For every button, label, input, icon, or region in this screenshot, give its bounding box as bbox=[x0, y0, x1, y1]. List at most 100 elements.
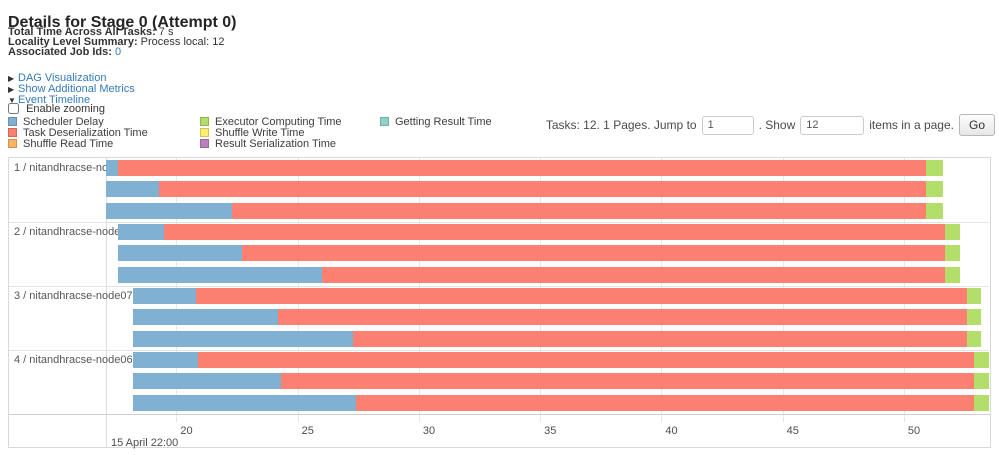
legend-label: Scheduler Delay bbox=[23, 116, 104, 128]
timeline-legend: Scheduler Delay Task Deserialization Time… bbox=[8, 117, 492, 150]
legend-color-swatch bbox=[200, 139, 209, 148]
timeline-task-bar[interactable] bbox=[118, 245, 960, 261]
legend-item-getting-result-time: Getting Result Time bbox=[380, 117, 492, 128]
arrow-right-icon: ▶ bbox=[8, 85, 15, 94]
arrow-right-icon: ▶ bbox=[8, 74, 15, 83]
page-title: Details for Stage 0 (Attempt 0) bbox=[8, 13, 237, 31]
jump-to-page-input[interactable] bbox=[701, 115, 754, 135]
toggle-show-additional-metrics[interactable]: ▶ Show Additional Metrics bbox=[8, 84, 135, 95]
segment-task-deserialization bbox=[321, 267, 946, 283]
legend-color-swatch bbox=[380, 117, 389, 126]
locality-label: Locality Level Summary: bbox=[8, 36, 138, 48]
segment-executor-computing bbox=[966, 288, 982, 304]
dag-visualization-link[interactable]: DAG Visualization bbox=[18, 72, 107, 84]
executor-label: 4 / nitandhracse-node06 bbox=[14, 354, 133, 366]
executor-label: 2 / nitandhracse-node05 bbox=[14, 226, 133, 238]
event-timeline-link[interactable]: Event Timeline bbox=[18, 94, 91, 106]
axis-tick-label: 20 bbox=[180, 425, 193, 437]
legend-item-scheduler-delay: Scheduler Delay bbox=[8, 117, 200, 128]
timeline-task-bar[interactable] bbox=[132, 395, 989, 411]
enable-zooming-label: Enable zooming bbox=[26, 103, 105, 115]
legend-item-task-deserialization-time: Task Deserialization Time bbox=[8, 128, 200, 139]
segment-task-deserialization bbox=[159, 181, 926, 197]
axis-tick-label: 40 bbox=[665, 425, 678, 437]
timeline-task-bar[interactable] bbox=[106, 160, 943, 176]
items-per-page-input[interactable] bbox=[800, 115, 865, 135]
segment-task-deserialization bbox=[195, 288, 967, 304]
segment-scheduler-delay bbox=[118, 267, 322, 283]
timeline-task-bar[interactable] bbox=[132, 373, 989, 389]
pagination-suffix-text: items in a page. bbox=[869, 118, 954, 132]
group-separator bbox=[9, 286, 990, 287]
timeline-task-bar[interactable] bbox=[132, 309, 982, 325]
segment-task-deserialization bbox=[353, 331, 967, 347]
legend-color-swatch bbox=[8, 139, 17, 148]
total-time-label: Total Time Across All Tasks: bbox=[8, 26, 156, 38]
group-separator bbox=[9, 350, 990, 351]
segment-task-deserialization bbox=[241, 245, 946, 261]
toggle-event-timeline[interactable]: ▼ Event Timeline bbox=[8, 95, 135, 106]
timeline-task-bar[interactable] bbox=[132, 352, 989, 368]
legend-label: Executor Computing Time bbox=[215, 116, 342, 128]
axis-major-label: 15 April 22:00 bbox=[111, 437, 179, 449]
segment-task-deserialization bbox=[278, 309, 967, 325]
legend-column-1: Scheduler Delay Task Deserialization Time… bbox=[8, 117, 200, 150]
timeline-task-bar[interactable] bbox=[106, 181, 943, 197]
timeline-task-bar[interactable] bbox=[118, 267, 960, 283]
pagination-mid-text: . Show bbox=[758, 118, 796, 132]
segment-task-deserialization bbox=[280, 373, 975, 389]
legend-item-executor-computing-time: Executor Computing Time bbox=[200, 117, 380, 128]
associated-job-link[interactable]: 0 bbox=[114, 46, 122, 58]
timeline-task-bar[interactable] bbox=[106, 203, 943, 219]
legend-label: Task Deserialization Time bbox=[23, 127, 148, 139]
axis-baseline bbox=[9, 414, 990, 415]
legend-label: Shuffle Write Time bbox=[215, 127, 305, 139]
legend-label: Result Serialization Time bbox=[215, 138, 337, 150]
segment-scheduler-delay bbox=[106, 203, 233, 219]
show-additional-metrics-link[interactable]: Show Additional Metrics bbox=[18, 83, 135, 95]
segment-executor-computing bbox=[925, 160, 943, 176]
executor-label: 3 / nitandhracse-node07 bbox=[14, 290, 133, 302]
legend-label: Shuffle Read Time bbox=[23, 138, 114, 150]
segment-scheduler-delay bbox=[132, 373, 281, 389]
segment-scheduler-delay bbox=[118, 224, 165, 240]
legend-item-result-serialization-time: Result Serialization Time bbox=[200, 139, 380, 150]
segment-task-deserialization bbox=[355, 395, 975, 411]
axis-tick-label: 30 bbox=[422, 425, 436, 437]
segment-scheduler-delay bbox=[132, 331, 354, 347]
label-column-divider bbox=[106, 158, 107, 447]
segment-executor-computing bbox=[925, 181, 943, 197]
segment-executor-computing bbox=[966, 309, 982, 325]
total-time-value: 7 s bbox=[158, 26, 174, 38]
timeline-task-bar[interactable] bbox=[132, 288, 982, 304]
locality-value: Process local: 12 bbox=[140, 36, 225, 48]
timeline-task-bar[interactable] bbox=[132, 331, 982, 347]
go-button[interactable]: Go bbox=[958, 114, 995, 136]
segment-scheduler-delay bbox=[132, 288, 196, 304]
timeline-task-bar[interactable] bbox=[118, 224, 960, 240]
segment-executor-computing bbox=[945, 224, 960, 240]
executor-label: 1 / nitandhracse-node01 bbox=[14, 162, 133, 174]
toggle-dag-visualization[interactable]: ▶ DAG Visualization bbox=[8, 73, 135, 84]
event-timeline-chart: 15 April 22:00 20 25 30 35 40 45 50 1 / nitandh… bbox=[8, 157, 991, 449]
legend-item-shuffle-write-time: Shuffle Write Time bbox=[200, 128, 380, 139]
axis-tick-label: 25 bbox=[301, 425, 314, 437]
axis-tick-label: 35 bbox=[544, 425, 557, 437]
legend-color-swatch bbox=[8, 117, 17, 126]
segment-executor-computing bbox=[925, 203, 943, 219]
segment-scheduler-delay bbox=[132, 309, 279, 325]
segment-scheduler-delay bbox=[106, 181, 160, 197]
legend-column-3: Getting Result Time bbox=[380, 117, 492, 150]
segment-scheduler-delay bbox=[132, 352, 199, 368]
stage-summary: Total Time Across All Tasks: 7 s Localit… bbox=[8, 26, 225, 58]
legend-color-swatch bbox=[200, 117, 209, 126]
segment-task-deserialization bbox=[198, 352, 975, 368]
segment-executor-computing bbox=[974, 352, 989, 368]
enable-zooming-checkbox[interactable] bbox=[8, 103, 19, 114]
pagination-prefix-text: Tasks: 12. 1 Pages. Jump to bbox=[545, 118, 697, 132]
enable-zooming-row: Enable zooming bbox=[8, 103, 105, 115]
axis-tick-label: 50 bbox=[907, 425, 921, 437]
segment-task-deserialization bbox=[118, 160, 926, 176]
segment-scheduler-delay bbox=[132, 395, 356, 411]
axis-tick-label: 45 bbox=[786, 425, 799, 437]
